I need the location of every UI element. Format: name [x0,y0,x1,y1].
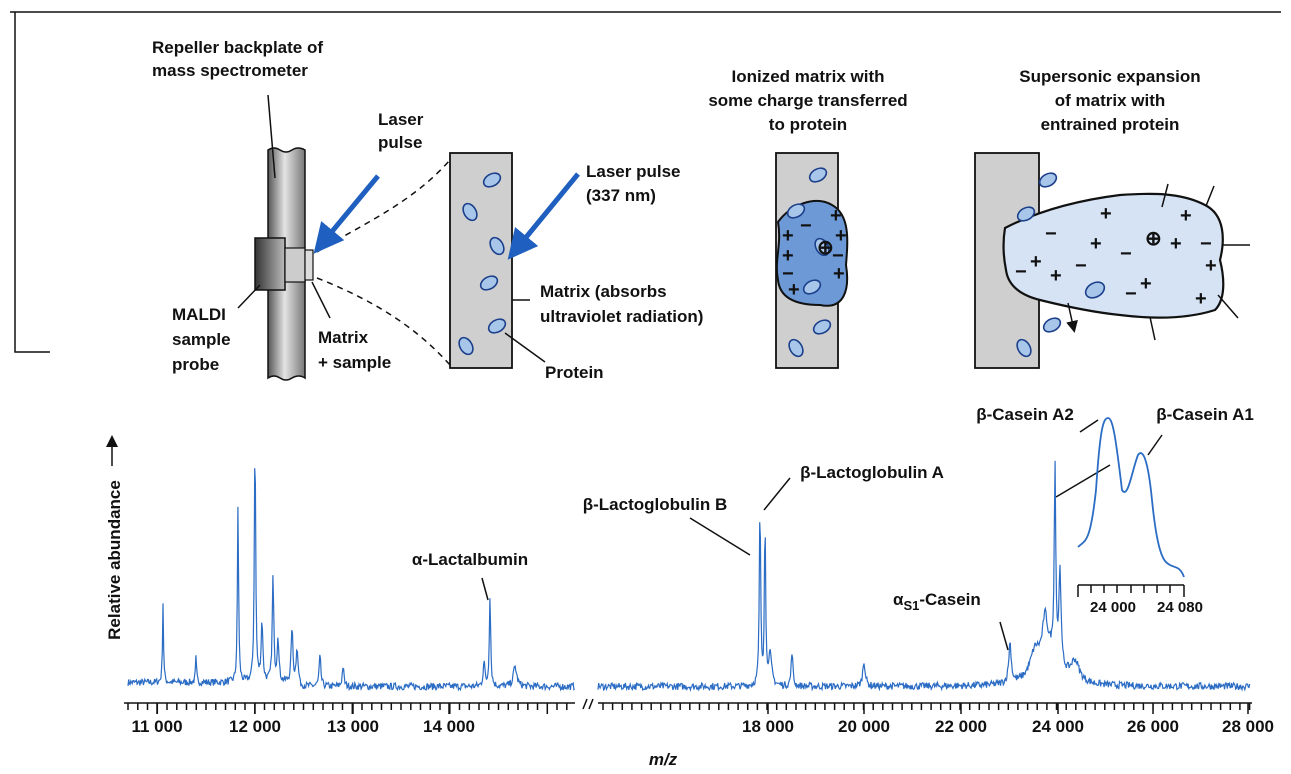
svg-text:+: + [1100,203,1112,225]
spectrum [112,418,1252,714]
x-tick-label: 28 000 [1222,717,1274,736]
svg-text:−: − [1125,283,1137,305]
svg-text:−: − [800,215,812,237]
ionized-drawing: +−+ ++− −++ [776,153,847,368]
x-tick-label: 13 000 [327,717,379,736]
peak-label: β-Casein A2 [976,405,1074,424]
peak-label: α-Lactalbumin [412,550,528,569]
x-tick-label: 24 000 [1032,717,1084,736]
x-tick-label: 14 000 [423,717,475,736]
inset-tick-label: 24 000 [1090,599,1136,616]
x-tick-label: 12 000 [229,717,281,736]
svg-text:+: + [1090,233,1102,255]
label: sample [172,330,231,349]
svg-text:⊕: ⊕ [817,237,834,259]
peak-label: β-Lactoglobulin A [800,463,944,482]
label-part: α [893,590,904,609]
leader-lines [482,420,1162,650]
svg-text:+: + [1195,288,1207,310]
axis-break [583,699,593,709]
peak-label: β-Casein A1 [1156,405,1254,424]
label: Ionized matrix with [731,67,884,86]
x-tick-label: 22 000 [935,717,987,736]
x-ticks [128,703,1250,714]
peak-label: β-Lactoglobulin B [583,495,727,514]
svg-text:+: + [1205,255,1217,277]
inset-axis [1078,585,1184,597]
svg-text:+: + [1050,265,1062,287]
x-tick-label: 11 000 [131,717,182,736]
x-tick-label: 26 000 [1127,717,1179,736]
svg-text:+: + [1170,233,1182,255]
svg-text:+: + [1180,205,1192,227]
x-axis-label: m/z [649,750,678,769]
inset-trace [1078,418,1184,577]
label: ultraviolet radiation) [540,307,703,326]
figure: Repeller backplate of mass spectrometer … [0,0,1291,774]
label: some charge transferred [708,91,907,110]
y-axis-label: Relative abundance [105,480,124,640]
svg-text:−: − [1045,223,1057,245]
label: (337 nm) [586,186,656,205]
label: + sample [318,353,391,372]
svg-text:+: + [830,205,842,227]
label: MALDI [172,305,226,324]
label: Supersonic expansion [1019,67,1200,86]
svg-text:−: − [1200,233,1212,255]
svg-text:−: − [1075,255,1087,277]
label: entrained protein [1041,115,1180,134]
label: pulse [378,133,422,152]
label: probe [172,355,219,374]
svg-text:+: + [833,263,845,285]
svg-text:+: + [782,225,794,247]
matrix-drawing [450,153,578,368]
svg-text:+: + [1030,251,1042,273]
label: Laser [378,110,424,129]
svg-text:−: − [1015,261,1027,283]
label: Matrix [318,328,369,347]
label-part: -Casein [919,590,980,609]
inset-tick-label: 24 080 [1157,599,1203,616]
label: mass spectrometer [152,61,308,80]
label: Protein [545,363,604,382]
svg-text:−: − [1120,243,1132,265]
svg-text:+: + [788,279,800,301]
label: to protein [769,115,847,134]
label-part: S1 [903,598,919,613]
label: Matrix (absorbs [540,282,667,301]
label: Laser pulse [586,162,681,181]
label: of matrix with [1055,91,1166,110]
svg-text:+: + [835,225,847,247]
x-tick-label: 20 000 [838,717,890,736]
x-tick-label: 18 000 [742,717,794,736]
label: Repeller backplate of [152,38,323,57]
svg-text:⊕: ⊕ [1145,228,1162,250]
expansion-drawing: ++− +⊕+ −+− +−− ++− + ⊕ [817,153,1250,368]
peak-label: αS1-Casein [893,590,981,613]
svg-text:+: + [1140,273,1152,295]
